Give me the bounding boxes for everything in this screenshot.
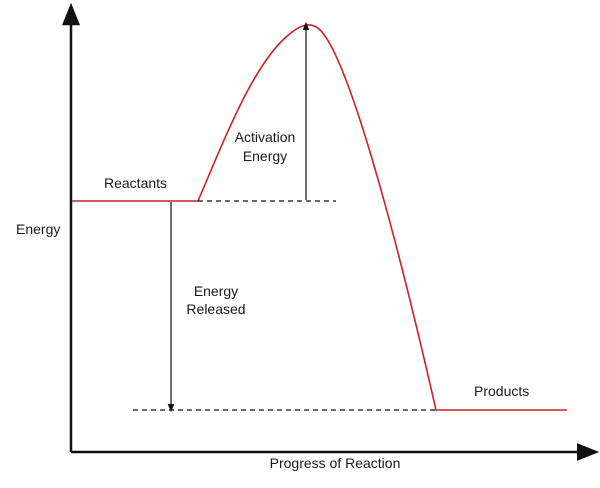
activation-energy-label-line2: Energy (243, 148, 287, 164)
energy-released-label-line2: Released (186, 301, 245, 317)
products-label: Products (474, 383, 529, 399)
energy-curve (72, 24, 567, 411)
energy-released-label-line1: Energy (194, 283, 238, 299)
activation-energy-label-line1: Activation (235, 129, 296, 145)
x-axis-label: Progress of Reaction (270, 455, 401, 471)
reactants-label: Reactants (104, 175, 167, 191)
y-axis-label: Energy (16, 221, 60, 237)
